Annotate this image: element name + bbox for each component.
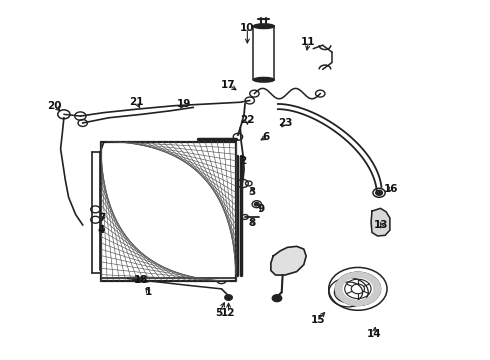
Circle shape [225,295,232,300]
Text: 4: 4 [98,225,105,235]
Text: 17: 17 [221,80,236,90]
Text: 9: 9 [258,204,265,214]
Ellipse shape [253,77,274,82]
FancyBboxPatch shape [101,141,236,281]
Text: 22: 22 [240,114,255,125]
Text: 13: 13 [374,220,389,230]
Text: 15: 15 [311,315,325,325]
Text: 1: 1 [145,287,152,297]
Text: 21: 21 [129,97,144,107]
Circle shape [254,202,259,206]
Text: 10: 10 [240,23,255,33]
Ellipse shape [253,24,274,28]
Text: 19: 19 [177,99,191,109]
Text: 3: 3 [248,187,256,197]
Polygon shape [271,246,306,275]
Text: 14: 14 [367,329,382,339]
Text: 12: 12 [221,308,236,318]
Text: 20: 20 [47,101,62,111]
Polygon shape [371,208,390,236]
Text: 6: 6 [263,132,270,142]
Text: 7: 7 [98,213,105,223]
Text: 11: 11 [301,37,316,47]
Circle shape [272,295,282,302]
Text: 23: 23 [278,118,292,128]
Circle shape [376,190,382,195]
Text: 8: 8 [248,218,256,228]
Text: 18: 18 [134,275,149,285]
Text: 2: 2 [239,156,246,166]
Text: 16: 16 [384,184,398,194]
Text: 5: 5 [216,308,223,318]
